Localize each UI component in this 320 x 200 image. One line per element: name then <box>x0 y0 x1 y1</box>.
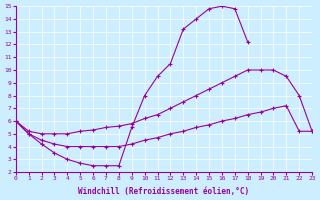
X-axis label: Windchill (Refroidissement éolien,°C): Windchill (Refroidissement éolien,°C) <box>78 187 250 196</box>
